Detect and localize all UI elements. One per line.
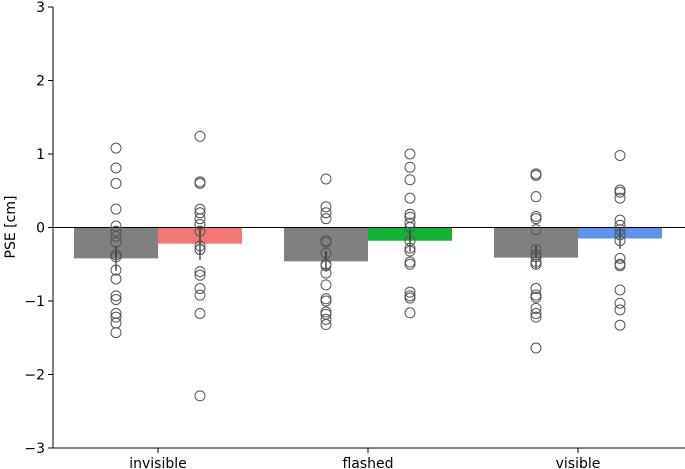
data-point [110,311,122,323]
data-point [404,208,416,220]
data-point [530,224,542,236]
data-point [404,217,416,229]
data-point [530,302,542,314]
data-point [110,264,122,276]
data-point [404,286,416,298]
data-point [320,293,332,305]
data-point [194,219,206,231]
data-point [194,266,206,278]
data-point [530,311,542,323]
data-point [110,317,122,329]
data-point [614,229,626,241]
data-point [530,244,542,256]
data-point [530,307,542,319]
data-point [320,313,332,325]
data-point [110,273,122,285]
data-point [110,236,122,248]
data-point [194,207,206,219]
data-point [194,225,206,237]
data-point [614,235,626,247]
data-point [614,319,626,331]
data-point [404,245,416,257]
data-point [530,258,542,270]
data-point [530,291,542,303]
data-point [110,230,122,242]
data-point [614,284,626,296]
y-tick-label: 0 [36,221,45,237]
data-point [530,191,542,203]
data-point [614,224,626,236]
y-tick-label: 1 [36,147,45,163]
data-point [320,201,332,213]
data-point [614,260,626,272]
data-point [404,222,416,233]
x-tick-label-visible: visible [556,456,601,469]
data-point [194,240,206,252]
data-point [194,289,206,301]
y-tick-label: −3 [24,441,45,457]
data-point [194,283,206,295]
data-point [530,342,542,354]
data-point [194,307,206,319]
data-point [320,247,332,259]
data-point [194,130,206,142]
data-point [320,260,332,272]
data-point [320,213,332,225]
data-point [110,294,122,306]
data-point [194,177,206,189]
data-point [404,258,416,270]
data-point [320,319,332,331]
data-point [110,251,122,263]
data-point [614,304,626,316]
data-point [110,225,122,237]
data-point [320,173,332,185]
data-point [404,192,416,204]
data-point [320,295,332,307]
y-tick-label: 2 [36,74,45,90]
x-tick-label-invisible: invisible [129,456,187,469]
data-point [320,279,332,291]
data-point [614,192,626,204]
data-point [404,161,416,173]
data-point [404,307,416,319]
data-point [320,267,332,279]
data-point [320,207,332,219]
data-point [194,213,206,225]
data-point [530,210,542,222]
data-point [110,327,122,339]
data-point [320,236,332,248]
data-point [110,177,122,189]
data-point [404,174,416,186]
data-point [404,256,416,268]
y-tick-label: −2 [24,368,45,384]
data-point [530,289,542,301]
data-point [530,213,542,225]
data-point [530,251,542,263]
data-point [404,242,416,254]
y-tick-label: −1 [24,294,45,310]
data-point [110,203,122,215]
x-tick-label-flashed: flashed [342,456,393,469]
y-tick-label: 3 [36,0,45,16]
data-point [530,283,542,295]
data-point [614,186,626,198]
data-point [194,269,206,281]
data-point [404,148,416,160]
data-point [530,169,542,181]
data-point [614,149,626,161]
data-point [194,244,206,256]
data-point [110,162,122,174]
data-point [404,292,416,304]
data-point [614,252,626,264]
data-point [194,390,206,402]
data-point [110,290,122,302]
data-point [110,142,122,154]
y-axis-title: PSE [cm] [3,196,19,259]
data-point [614,297,626,309]
